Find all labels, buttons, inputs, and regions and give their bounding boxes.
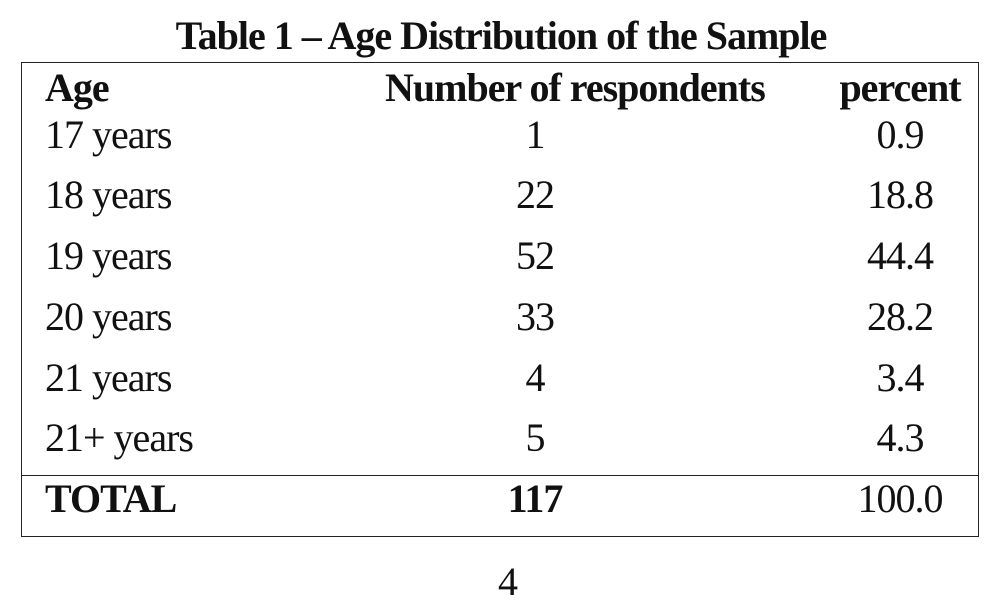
total-separator [21,475,979,476]
table-cell: 22 [516,172,555,217]
page-number: 4 [498,559,518,604]
page: {"header": {"title": "Table 1 – Age Dist… [21,13,979,602]
column-header: Number of respondents [385,65,766,110]
table-cell: 28.2 [867,294,934,339]
table-cell: 21+ years [45,415,194,460]
table-cell: 19 years [45,233,172,278]
table-cell: 44.4 [867,233,934,278]
total-cell: TOTAL [45,476,177,521]
table-cell: 5 [525,415,546,460]
table-cell: 20 years [45,294,172,339]
table-cell: 0.9 [876,112,925,157]
table-cell: 4.3 [876,415,925,460]
table-cell: 17 years [45,112,172,157]
table-cell: 3.4 [876,355,925,400]
table-title: Table 1 – Age Distribution of the Sample [175,13,828,58]
table-cell: 33 [516,294,555,339]
table-cell: 4 [525,355,546,400]
table-frame [21,62,979,537]
column-header: percent [839,65,961,110]
column-header: Age [45,65,110,110]
table-cell: 21 years [45,355,172,400]
table-cell: 18.8 [867,172,934,217]
table-cell: 18 years [45,172,172,217]
table-cell: 1 [525,112,546,157]
total-cell: 117 [507,476,564,521]
total-cell: 100.0 [857,476,944,521]
table-cell: 52 [516,233,555,278]
